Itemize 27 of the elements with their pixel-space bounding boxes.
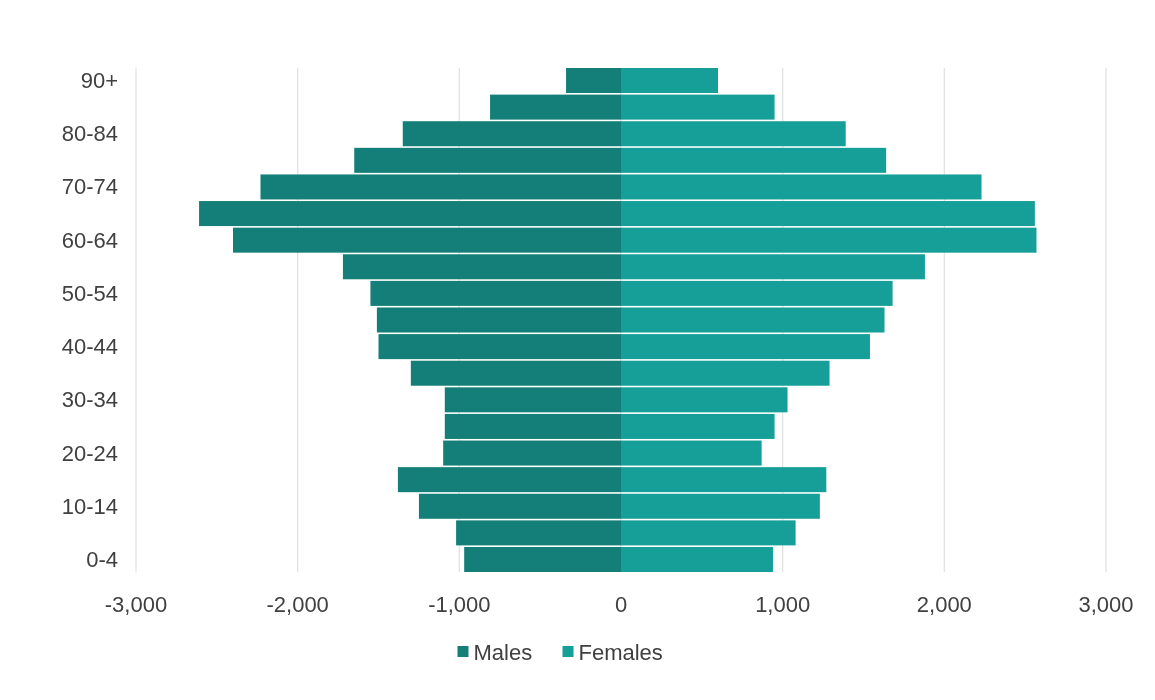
- bar: [621, 201, 1035, 227]
- bar: [566, 68, 621, 94]
- bar: [621, 413, 775, 439]
- y-tick-label: 50-54: [61, 280, 118, 306]
- bar: [199, 201, 621, 227]
- y-tick-label: 70-74: [61, 174, 118, 200]
- y-tick-label: 0-4: [86, 546, 118, 572]
- x-tick-label: 2,000: [916, 592, 972, 617]
- bar: [621, 68, 718, 94]
- bar: [444, 413, 621, 439]
- y-tick-label: 90+: [80, 68, 118, 94]
- legend-label: Males: [473, 639, 533, 665]
- x-tick-label: -2,000: [266, 592, 329, 617]
- y-tick-label: 80-84: [61, 121, 118, 147]
- x-tick-label: 1,000: [755, 592, 811, 617]
- x-tick-label: 3,000: [1078, 592, 1134, 617]
- x-tick-label: 0: [614, 592, 628, 617]
- y-tick-label: 60-64: [61, 227, 118, 253]
- y-tick-label: 10-14: [61, 493, 118, 519]
- y-tick-label: 20-24: [61, 440, 118, 466]
- x-tick-label: -3,000: [104, 592, 168, 617]
- y-tick-label: 30-34: [61, 387, 118, 413]
- legend-label: Females: [578, 639, 663, 665]
- y-tick-label: 40-44: [61, 334, 118, 360]
- x-tick-label: -1,000: [428, 592, 491, 617]
- bar: [621, 546, 773, 572]
- bar: [464, 546, 621, 572]
